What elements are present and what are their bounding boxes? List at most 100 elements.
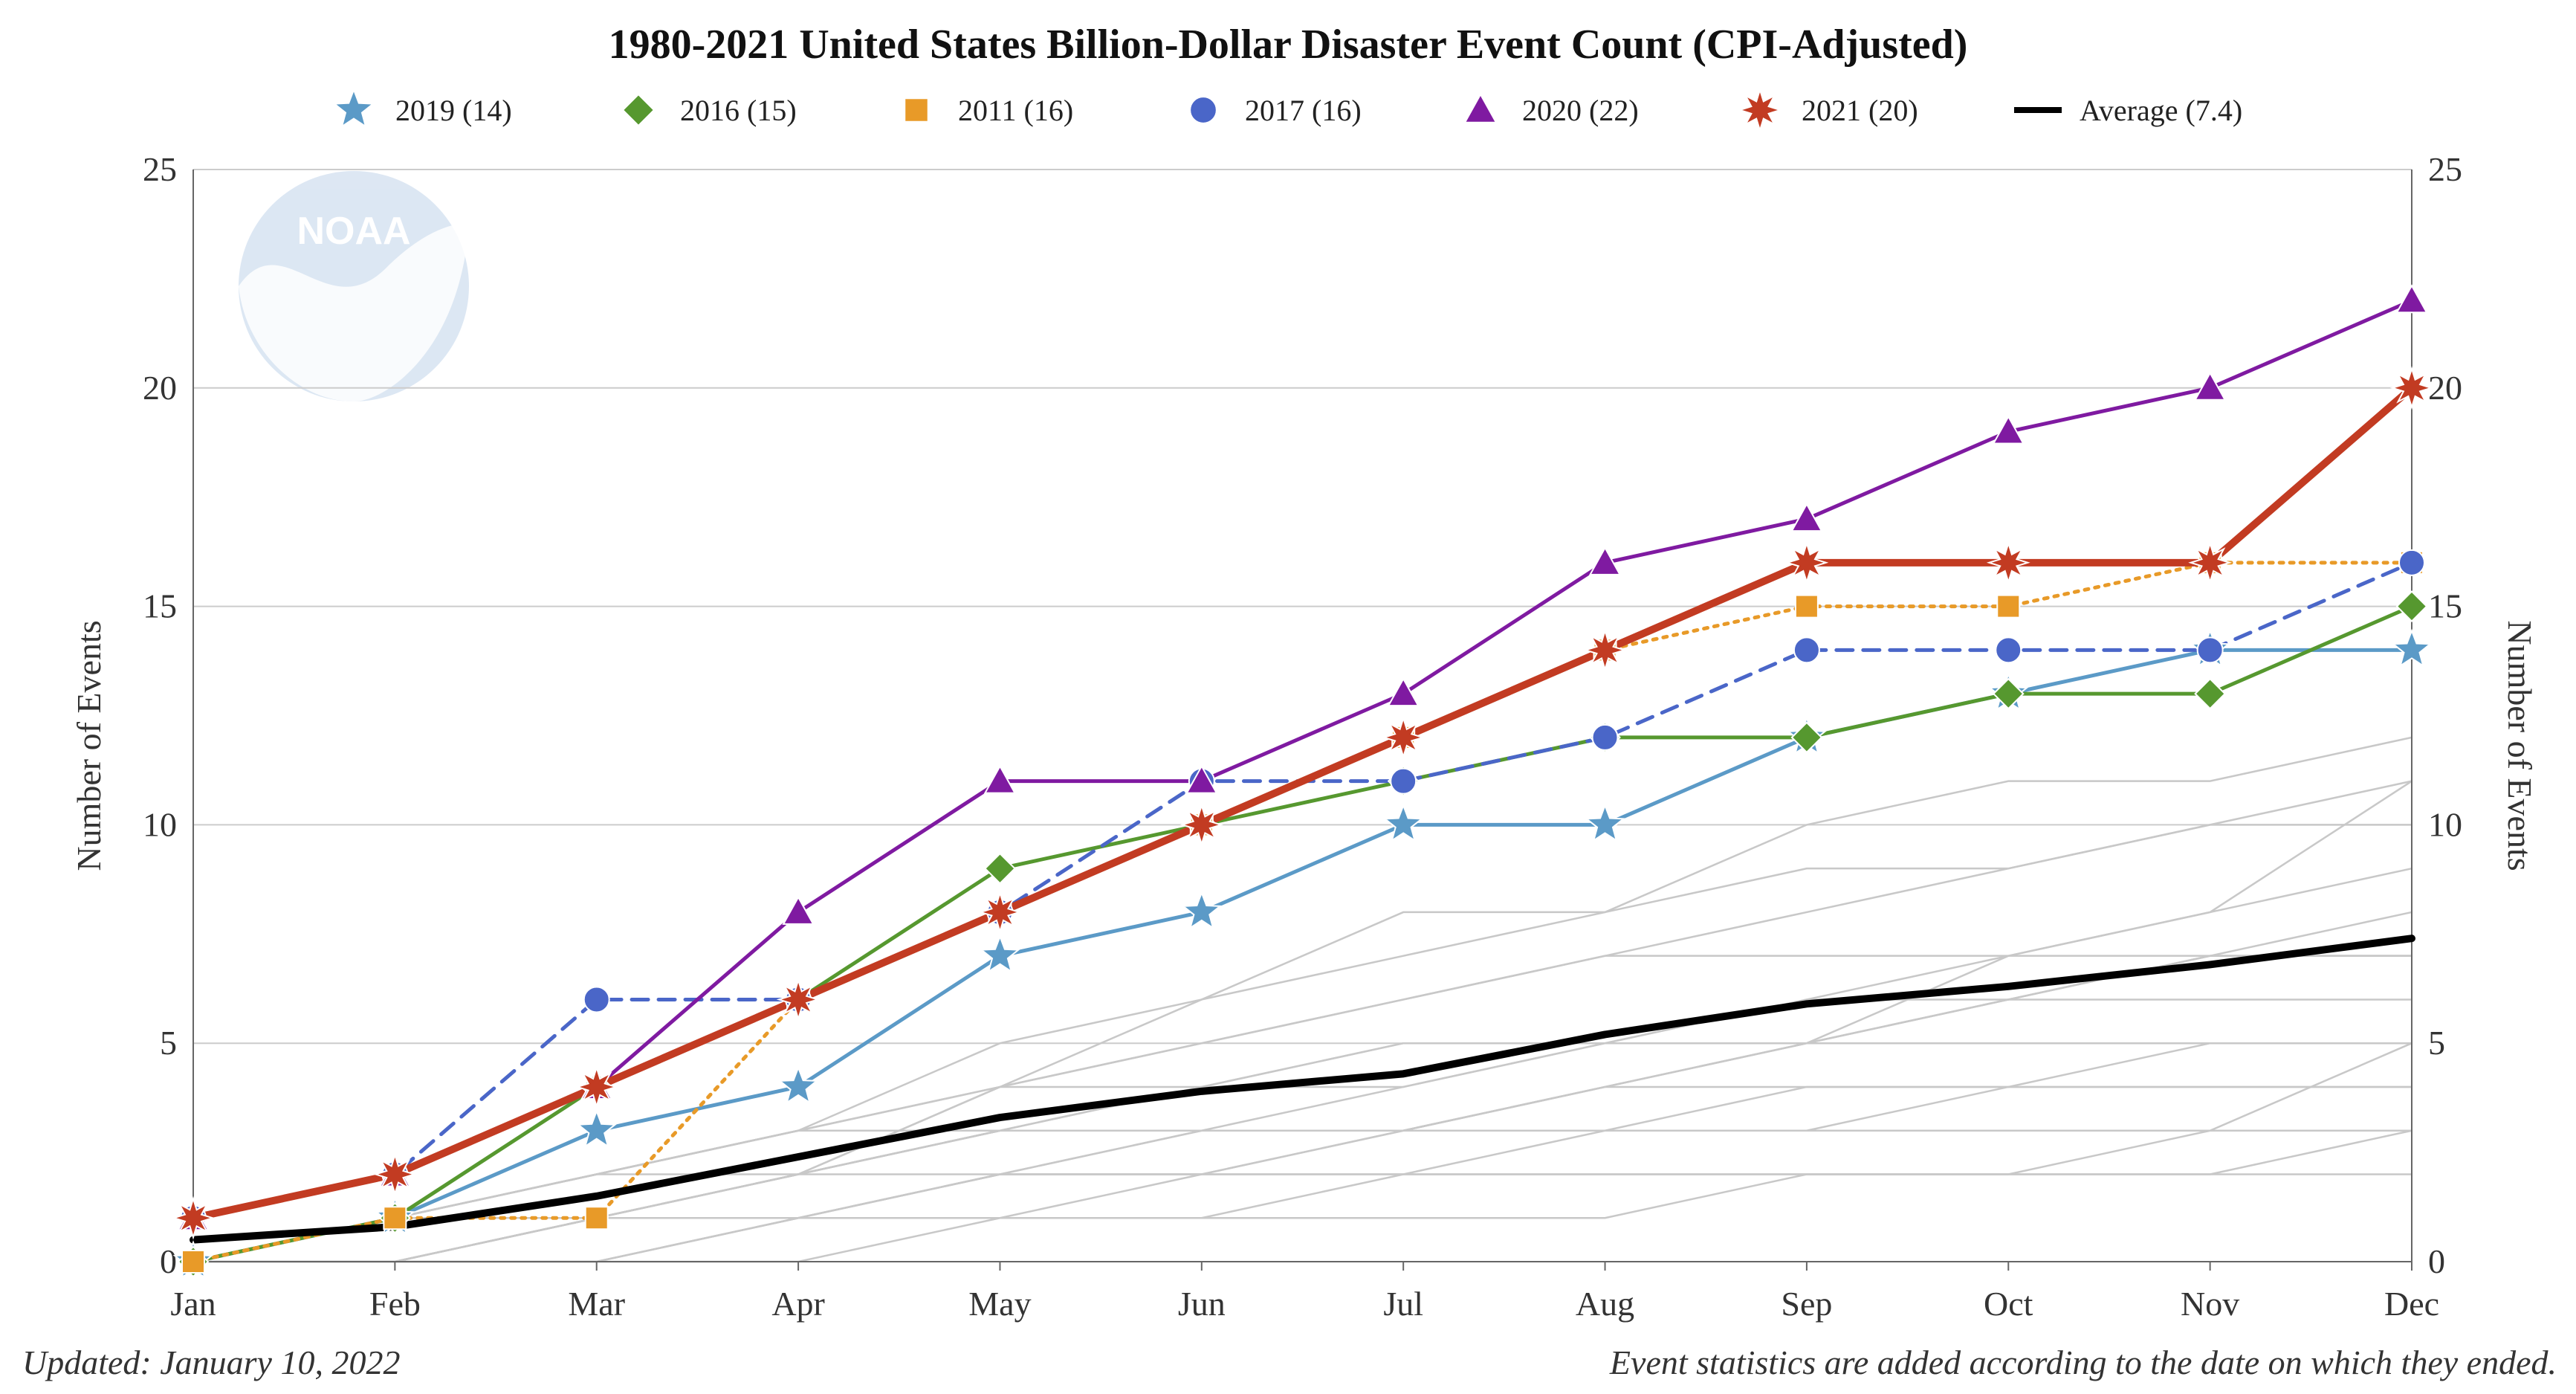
x-tick-label: Feb [369, 1285, 421, 1323]
series-5-point [2188, 541, 2232, 585]
series-2-point [1996, 594, 2021, 619]
x-tick-label: Aug [1576, 1285, 1634, 1323]
series-line-5 [190, 384, 2415, 1222]
x-tick-label: Sep [1781, 1285, 1832, 1323]
series-2-point [584, 1206, 609, 1230]
series-line-6 [190, 935, 2415, 1244]
y-tick-label-left: 5 [160, 1024, 177, 1062]
series-5-point [1784, 541, 1829, 585]
historical-year-lines [192, 736, 2412, 1263]
legend-label-0: 2019 (14) [395, 94, 512, 127]
legend-swatch-3 [1189, 96, 1217, 124]
noaa-logo-text: NOAA [297, 210, 410, 253]
axes: 0 0 5 5 10 10 15 15 20 20 25 25 Jan Feb Mar Apr May Jun Ju… [143, 150, 2462, 1323]
x-tick-label: Jun [1178, 1285, 1226, 1323]
series-5-point [1179, 803, 1224, 847]
series-line-1 [191, 604, 2414, 1264]
y-tick-label-left: 0 [160, 1242, 177, 1280]
series-0-point [576, 1109, 618, 1149]
series-0-point [1382, 803, 1424, 842]
y-axis-title-right: Number of Events [2501, 620, 2539, 871]
series-4-point [782, 895, 815, 925]
chart-title: 1980-2021 United States Billion-Dollar D… [609, 22, 1968, 68]
legend-swatch-2 [904, 97, 929, 123]
legend-swatch-4 [1463, 92, 1498, 123]
updated-date: Updated: January 10, 2022 [22, 1343, 400, 1381]
x-tick-label: Apr [771, 1285, 825, 1323]
x-tick-label: Jan [170, 1285, 216, 1323]
series-lines [190, 298, 2415, 1264]
series-5-point [776, 977, 821, 1022]
y-tick-label-right: 15 [2428, 587, 2462, 625]
series-3-point [2196, 636, 2224, 664]
series-3-point [583, 986, 610, 1013]
y-tick-label-left: 25 [143, 150, 177, 188]
series-0-point [1181, 891, 1223, 930]
series-line-0 [191, 648, 2414, 1264]
series-4-point [1387, 677, 1420, 707]
x-tick-label: May [968, 1285, 1031, 1323]
series-2-point [383, 1206, 407, 1230]
series-4-point [1790, 503, 1823, 532]
grid-lines [193, 169, 2412, 1045]
series-4-point [2395, 284, 2428, 314]
legend[interactable]: 2019 (14) 2016 (15) 2011 (16) 2017 (16) 2020… [332, 87, 2242, 133]
legend-swatch-5 [1737, 87, 1783, 133]
series-1-point [1790, 721, 1823, 754]
series-3-point [1390, 767, 1417, 795]
series-3-point [2398, 549, 2425, 576]
series-4-point [1185, 764, 1218, 794]
series-0-point [777, 1065, 819, 1105]
x-tick-label: Mar [568, 1285, 625, 1323]
legend-label-4: 2020 (22) [1522, 94, 1639, 127]
series-2-point [1794, 594, 1819, 619]
series-markers [171, 284, 2434, 1280]
y-tick-label-right: 20 [2428, 369, 2462, 407]
series-2-point [181, 1250, 205, 1274]
noaa-logo: NOAA [239, 171, 469, 401]
x-tick-label: Dec [2384, 1285, 2439, 1323]
y-tick-label-right: 5 [2428, 1024, 2445, 1062]
series-5-point [1583, 627, 1627, 672]
footer-note: Event statistics are added according to … [1609, 1343, 2557, 1381]
series-0-point [2391, 628, 2433, 668]
y-tick-label-left: 10 [143, 805, 177, 843]
historical-year-line [193, 1085, 2412, 1263]
y-tick-label-left: 20 [143, 369, 177, 407]
historical-year-line [193, 1129, 2412, 1263]
series-5-point [1381, 715, 1425, 760]
series-0-point [1585, 803, 1625, 842]
series-5-point [171, 1195, 216, 1240]
series-5-point [373, 1152, 417, 1196]
legend-swatch-0 [332, 87, 375, 129]
x-tick-label: Oct [1984, 1285, 2033, 1323]
series-5-point [978, 890, 1022, 935]
legend-swatch-1 [621, 93, 656, 127]
y-tick-label-right: 25 [2428, 150, 2462, 188]
legend-label-2: 2011 (16) [958, 94, 1073, 127]
series-1-point [2395, 590, 2428, 623]
y-axis-title-left: Number of Events [70, 620, 108, 871]
legend-label-1: 2016 (15) [680, 94, 797, 127]
series-4-point [1588, 546, 1622, 575]
legend-label-3: 2017 (16) [1245, 94, 1362, 127]
y-tick-label-right: 10 [2428, 805, 2462, 843]
series-4-point [1992, 415, 2025, 445]
series-5-point [575, 1065, 619, 1109]
legend-label-6: Average (7.4) [2080, 94, 2242, 127]
series-4-point [2193, 371, 2227, 401]
y-tick-label-right: 0 [2428, 1242, 2445, 1280]
series-0-point [980, 934, 1020, 973]
series-5-point [2389, 366, 2434, 410]
series-1-point [984, 852, 1016, 885]
series-1-point [2194, 677, 2227, 710]
x-tick-label: Nov [2181, 1285, 2239, 1323]
series-3-point [1995, 636, 2022, 664]
series-1-point [1992, 677, 2025, 710]
series-3-point [1591, 723, 1619, 751]
legend-label-5: 2021 (20) [1802, 94, 1918, 127]
series-5-point [1986, 541, 2030, 585]
y-tick-label-left: 15 [143, 587, 177, 625]
x-tick-label: Jul [1383, 1285, 1423, 1323]
